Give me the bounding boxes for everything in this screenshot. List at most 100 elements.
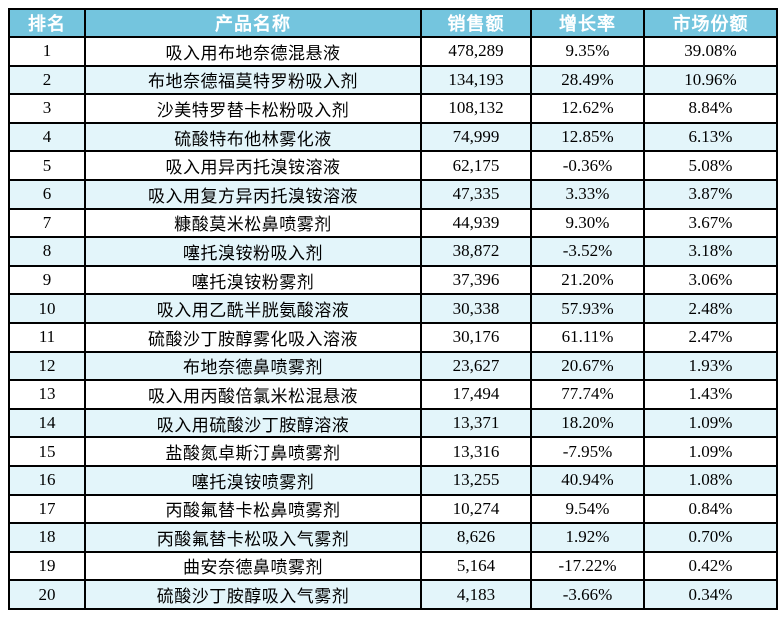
- sales-cell: 17,494: [420, 379, 532, 410]
- product-name-cell: 吸入用丙酸倍氯米松混悬液: [84, 379, 422, 410]
- rank-cell: 4: [8, 121, 86, 153]
- growth-cell: -17.22%: [530, 550, 645, 582]
- product-name-cell: 丙酸氟替卡松鼻喷雾剂: [84, 493, 422, 525]
- share-cell: 1.08%: [643, 464, 778, 496]
- share-cell: 1.43%: [643, 379, 778, 410]
- rank-cell: 8: [8, 236, 86, 267]
- growth-cell: 57.93%: [530, 293, 645, 324]
- sales-cell: 13,316: [420, 436, 532, 467]
- sales-cell: 108,132: [420, 93, 532, 124]
- growth-cell: 18.20%: [530, 407, 645, 439]
- sales-cell: 134,193: [420, 64, 532, 96]
- product-name-cell: 吸入用硫酸沙丁胺醇溶液: [84, 407, 422, 439]
- sales-cell: 5,164: [420, 550, 532, 582]
- share-cell: 0.42%: [643, 550, 778, 582]
- rank-cell: 3: [8, 93, 86, 124]
- growth-cell: 20.67%: [530, 350, 645, 382]
- rank-cell: 5: [8, 150, 86, 181]
- table-row: 13 吸入用丙酸倍氯米松混悬液 17,494 77.74% 1.43%: [8, 379, 778, 410]
- rank-cell: 9: [8, 264, 86, 296]
- rank-cell: 16: [8, 464, 86, 496]
- growth-cell: -7.95%: [530, 436, 645, 467]
- growth-cell: 12.62%: [530, 93, 645, 124]
- table-row: 3 沙美特罗替卡松粉吸入剂 108,132 12.62% 8.84%: [8, 93, 778, 124]
- growth-cell: -3.66%: [530, 579, 645, 610]
- table-row: 15 盐酸氮卓斯汀鼻喷雾剂 13,316 -7.95% 1.09%: [8, 436, 778, 467]
- table-row: 10 吸入用乙酰半胱氨酸溶液 30,338 57.93% 2.48%: [8, 293, 778, 324]
- sales-cell: 38,872: [420, 236, 532, 267]
- rank-cell: 1: [8, 36, 86, 67]
- product-name-cell: 噻托溴铵粉吸入剂: [84, 236, 422, 267]
- growth-cell: 9.30%: [530, 207, 645, 239]
- product-ranking-table-container: 排名 产品名称 销售额 增长率 市场份额 1 吸入用布地奈德混悬液 478,28…: [8, 8, 778, 610]
- table-header-row: 排名 产品名称 销售额 增长率 市场份额: [8, 8, 778, 38]
- sales-cell: 37,396: [420, 264, 532, 296]
- growth-cell: 12.85%: [530, 121, 645, 153]
- table-row: 4 硫酸特布他林雾化液 74,999 12.85% 6.13%: [8, 121, 778, 153]
- sales-cell: 44,939: [420, 207, 532, 239]
- rank-cell: 13: [8, 379, 86, 410]
- sales-cell: 478,289: [420, 36, 532, 67]
- growth-cell: 61.11%: [530, 321, 645, 353]
- table-row: 8 噻托溴铵粉吸入剂 38,872 -3.52% 3.18%: [8, 236, 778, 267]
- header-growth: 增长率: [530, 8, 645, 38]
- product-name-cell: 吸入用乙酰半胱氨酸溶液: [84, 293, 422, 324]
- product-name-cell: 布地奈德鼻喷雾剂: [84, 350, 422, 382]
- rank-cell: 7: [8, 207, 86, 239]
- sales-cell: 62,175: [420, 150, 532, 181]
- product-name-cell: 噻托溴铵喷雾剂: [84, 464, 422, 496]
- growth-cell: 77.74%: [530, 379, 645, 410]
- growth-cell: -0.36%: [530, 150, 645, 181]
- share-cell: 1.09%: [643, 436, 778, 467]
- share-cell: 8.84%: [643, 93, 778, 124]
- table-row: 16 噻托溴铵喷雾剂 13,255 40.94% 1.08%: [8, 464, 778, 496]
- sales-cell: 23,627: [420, 350, 532, 382]
- growth-cell: 9.35%: [530, 36, 645, 67]
- rank-cell: 10: [8, 293, 86, 324]
- product-name-cell: 沙美特罗替卡松粉吸入剂: [84, 93, 422, 124]
- table-row: 9 噻托溴铵粉雾剂 37,396 21.20% 3.06%: [8, 264, 778, 296]
- sales-cell: 4,183: [420, 579, 532, 610]
- growth-cell: 1.92%: [530, 522, 645, 553]
- table-row: 11 硫酸沙丁胺醇雾化吸入溶液 30,176 61.11% 2.47%: [8, 321, 778, 353]
- table-row: 7 糠酸莫米松鼻喷雾剂 44,939 9.30% 3.67%: [8, 207, 778, 239]
- table-row: 18 丙酸氟替卡松吸入气雾剂 8,626 1.92% 0.70%: [8, 522, 778, 553]
- share-cell: 0.84%: [643, 493, 778, 525]
- sales-cell: 8,626: [420, 522, 532, 553]
- table-row: 17 丙酸氟替卡松鼻喷雾剂 10,274 9.54% 0.84%: [8, 493, 778, 525]
- share-cell: 3.06%: [643, 264, 778, 296]
- product-name-cell: 吸入用复方异丙托溴铵溶液: [84, 178, 422, 210]
- product-name-cell: 噻托溴铵粉雾剂: [84, 264, 422, 296]
- table-row: 19 曲安奈德鼻喷雾剂 5,164 -17.22% 0.42%: [8, 550, 778, 582]
- rank-cell: 17: [8, 493, 86, 525]
- product-name-cell: 吸入用异丙托溴铵溶液: [84, 150, 422, 181]
- share-cell: 10.96%: [643, 64, 778, 96]
- product-name-cell: 硫酸沙丁胺醇雾化吸入溶液: [84, 321, 422, 353]
- share-cell: 2.47%: [643, 321, 778, 353]
- table-row: 2 布地奈德福莫特罗粉吸入剂 134,193 28.49% 10.96%: [8, 64, 778, 96]
- sales-cell: 30,176: [420, 321, 532, 353]
- product-name-cell: 布地奈德福莫特罗粉吸入剂: [84, 64, 422, 96]
- table-row: 6 吸入用复方异丙托溴铵溶液 47,335 3.33% 3.87%: [8, 178, 778, 210]
- growth-cell: 40.94%: [530, 464, 645, 496]
- share-cell: 2.48%: [643, 293, 778, 324]
- table-row: 20 硫酸沙丁胺醇吸入气雾剂 4,183 -3.66% 0.34%: [8, 579, 778, 610]
- header-rank: 排名: [8, 8, 86, 38]
- sales-cell: 13,255: [420, 464, 532, 496]
- share-cell: 3.87%: [643, 178, 778, 210]
- table-row: 1 吸入用布地奈德混悬液 478,289 9.35% 39.08%: [8, 36, 778, 67]
- table-row: 5 吸入用异丙托溴铵溶液 62,175 -0.36% 5.08%: [8, 150, 778, 181]
- rank-cell: 15: [8, 436, 86, 467]
- product-ranking-table: 排名 产品名称 销售额 增长率 市场份额 1 吸入用布地奈德混悬液 478,28…: [8, 8, 778, 610]
- rank-cell: 18: [8, 522, 86, 553]
- rank-cell: 14: [8, 407, 86, 439]
- header-share: 市场份额: [643, 8, 778, 38]
- table-row: 12 布地奈德鼻喷雾剂 23,627 20.67% 1.93%: [8, 350, 778, 382]
- sales-cell: 10,274: [420, 493, 532, 525]
- header-sales: 销售额: [420, 8, 532, 38]
- share-cell: 0.70%: [643, 522, 778, 553]
- product-name-cell: 丙酸氟替卡松吸入气雾剂: [84, 522, 422, 553]
- growth-cell: 9.54%: [530, 493, 645, 525]
- product-name-cell: 曲安奈德鼻喷雾剂: [84, 550, 422, 582]
- rank-cell: 12: [8, 350, 86, 382]
